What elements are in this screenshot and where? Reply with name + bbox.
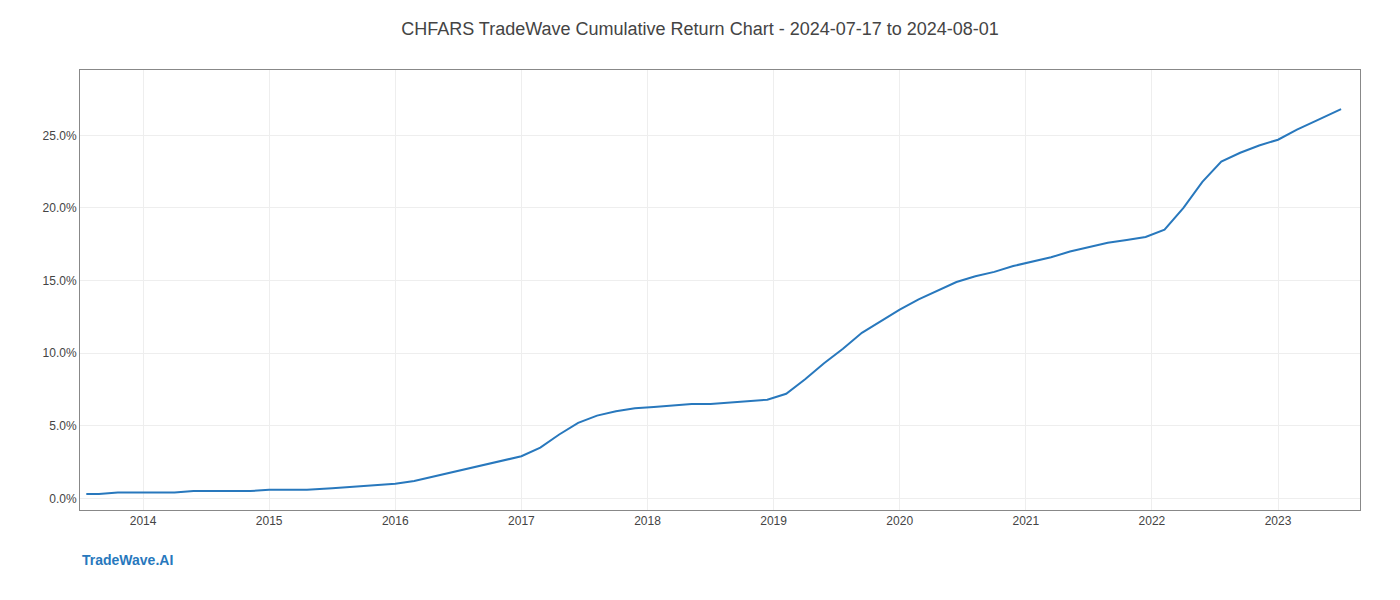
svg-text:2017: 2017 [508,514,535,528]
svg-text:2020: 2020 [886,514,913,528]
svg-text:2021: 2021 [1012,514,1039,528]
svg-text:20.0%: 20.0% [43,201,77,215]
svg-text:2015: 2015 [256,514,283,528]
svg-text:2019: 2019 [760,514,787,528]
svg-text:2014: 2014 [130,514,157,528]
svg-text:2016: 2016 [382,514,409,528]
svg-text:TradeWave.AI: TradeWave.AI [82,552,173,568]
svg-text:0.0%: 0.0% [49,492,77,506]
svg-text:2023: 2023 [1265,514,1292,528]
svg-text:2022: 2022 [1139,514,1166,528]
svg-text:5.0%: 5.0% [49,419,77,433]
svg-text:2018: 2018 [634,514,661,528]
svg-text:10.0%: 10.0% [43,346,77,360]
svg-text:15.0%: 15.0% [43,274,77,288]
svg-text:25.0%: 25.0% [43,129,77,143]
svg-text:CHFARS TradeWave Cumulative Re: CHFARS TradeWave Cumulative Return Chart… [401,19,999,39]
